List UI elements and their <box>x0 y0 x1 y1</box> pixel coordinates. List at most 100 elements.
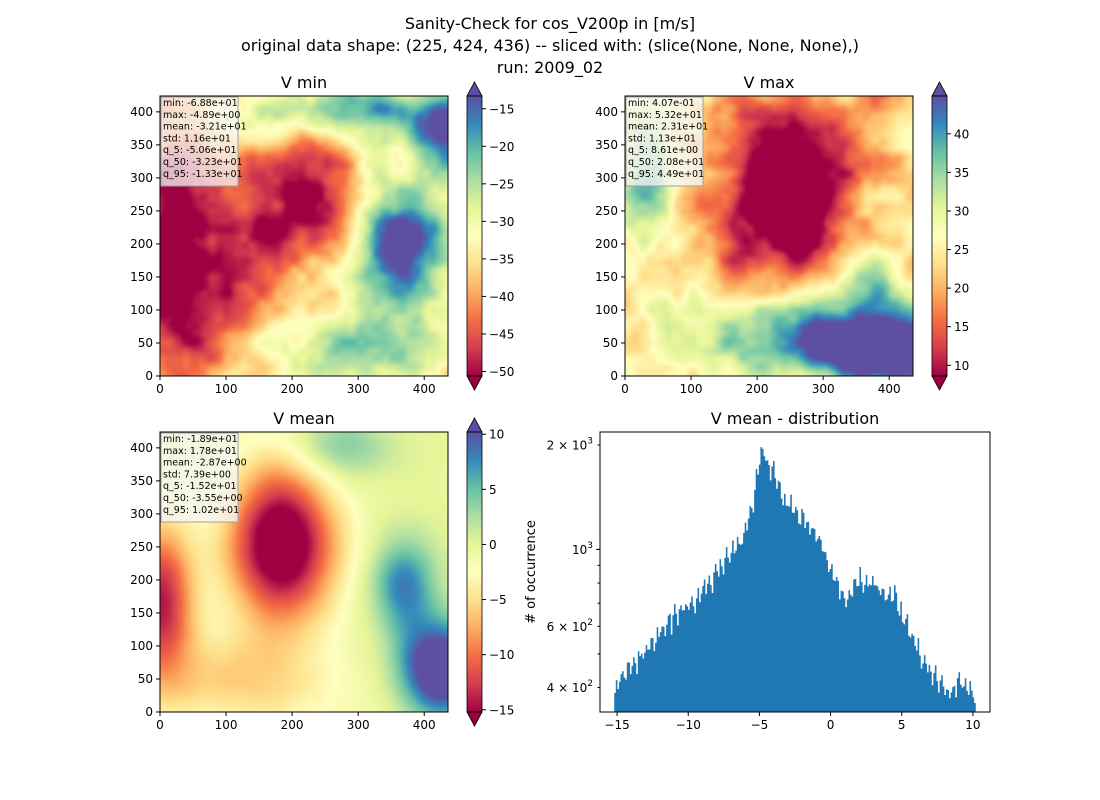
stats-line: q_50: 2.08e+01 <box>628 157 704 168</box>
hist-x-tick-label: −10 <box>676 718 701 732</box>
stats-box-frame <box>160 96 239 187</box>
colorbar-tick-label: 15 <box>954 320 969 334</box>
colorbar-body <box>932 96 947 376</box>
stats-line: mean: -2.87e+00 <box>163 458 247 469</box>
colorbar-tick-label: −15 <box>489 703 514 717</box>
panel-0: V min 0 100 200 300 400 0 50 100 150 200 250 300 350 4… <box>130 73 514 396</box>
y-tick-label: 50 <box>138 672 153 686</box>
y-tick-label: 400 <box>595 105 618 119</box>
y-tick-label: 0 <box>610 369 618 383</box>
colorbar: −15 −10 −5 0 5 10 <box>466 417 514 727</box>
x-tick-label: 0 <box>156 718 164 732</box>
hist-y-axis-label: # of occurrence <box>524 520 539 624</box>
histogram-bars <box>614 447 976 712</box>
stats-line: std: 1.13e+01 <box>628 133 696 144</box>
y-tick-label: 400 <box>130 441 153 455</box>
histogram-panel: V mean - distribution−15 −10 −5 0 5 104 × 102… <box>524 409 991 732</box>
x-tick-label: 200 <box>746 382 769 396</box>
hist-x-tick-label: −5 <box>751 718 769 732</box>
y-tick-label: 200 <box>130 237 153 251</box>
hist-y-tick-label: 103 <box>572 541 593 557</box>
stats-line: min: 4.07e-01 <box>628 98 695 109</box>
suptitle-line-3: run: 2009_02 <box>496 58 604 77</box>
hist-y-tick-label: 6 × 102 <box>547 618 593 634</box>
y-tick-label: 100 <box>130 303 153 317</box>
colorbar-body <box>467 432 482 712</box>
stats-line: min: -6.88e+01 <box>163 98 238 109</box>
colorbar-extend-top <box>466 417 483 433</box>
stats-box-frame <box>160 432 239 523</box>
colorbar-tick-label: 40 <box>954 127 969 141</box>
stats-line: q_5: 8.61e+00 <box>628 145 698 156</box>
hist-y-tick-base: 6 × 10 <box>547 620 588 634</box>
hist-y-tick-base: 2 × 10 <box>547 438 588 452</box>
colorbar-tick-label: 25 <box>954 243 969 257</box>
hist-y-tick-exponent: 2 <box>587 618 593 628</box>
histogram-title: V mean - distribution <box>711 409 880 428</box>
x-tick-label: 0 <box>156 382 164 396</box>
hist-y-tick-exponent: 3 <box>587 541 593 551</box>
axes-frame <box>624 95 914 377</box>
panel-title: V max <box>744 73 795 92</box>
colorbar-extend-top <box>931 81 948 97</box>
y-tick-label: 300 <box>595 171 618 185</box>
y-tick-label: 50 <box>138 336 153 350</box>
x-tick-label: 100 <box>680 382 703 396</box>
y-tick-label: 100 <box>130 639 153 653</box>
colorbar-frame <box>466 431 483 713</box>
y-tick-label: 150 <box>130 270 153 284</box>
colorbar-body <box>467 96 482 376</box>
y-tick-label: 200 <box>130 573 153 587</box>
y-tick-label: 350 <box>130 474 153 488</box>
colorbar-tick-label: −40 <box>489 290 514 304</box>
stats-line: q_95: -1.33e+01 <box>163 169 243 180</box>
colorbar-tick-label: −45 <box>489 327 514 341</box>
panel-1: V max 0 100 200 300 400 0 50 100 150 200 250 300 350 4… <box>595 73 969 396</box>
suptitle-line-1: Sanity-Check for cos_V200p in [m/s] <box>404 14 696 33</box>
hist-y-tick-exponent: 2 <box>587 679 593 689</box>
y-tick-label: 100 <box>595 303 618 317</box>
axes-frame <box>159 95 449 377</box>
stats-line: max: 1.78e+01 <box>163 446 237 457</box>
stats-line: q_95: 1.02e+01 <box>163 505 239 516</box>
y-tick-label: 350 <box>130 138 153 152</box>
colorbar-tick-label: −35 <box>489 252 514 266</box>
stats-line: std: 1.16e+01 <box>163 133 231 144</box>
colorbar-tick-label: 20 <box>954 282 969 296</box>
colorbar-frame <box>931 95 948 377</box>
colorbar-frame <box>466 95 483 377</box>
x-tick-label: 300 <box>812 382 835 396</box>
x-tick-label: 400 <box>878 382 901 396</box>
colorbar-tick-label: 30 <box>954 204 969 218</box>
hist-x-tick-label: 0 <box>827 718 835 732</box>
colorbar-tick-label: 10 <box>489 428 504 442</box>
stats-box-frame <box>625 96 704 187</box>
y-tick-label: 250 <box>595 204 618 218</box>
hist-y-tick-label: 2 × 103 <box>547 436 593 452</box>
stats-line: mean: 2.31e+01 <box>628 122 708 133</box>
stats-line: q_50: -3.55e+00 <box>163 493 243 504</box>
x-tick-label: 200 <box>281 382 304 396</box>
x-tick-label: 400 <box>413 718 436 732</box>
x-tick-label: 400 <box>413 382 436 396</box>
colorbar-tick-label: −25 <box>489 177 514 191</box>
colorbar-tick-label: −20 <box>489 140 514 154</box>
x-tick-label: 0 <box>621 382 629 396</box>
hist-x-tick-label: 10 <box>965 718 980 732</box>
y-tick-label: 250 <box>130 204 153 218</box>
colorbar-tick-label: 10 <box>954 359 969 373</box>
hist-y-tick-base: 4 × 10 <box>547 681 588 695</box>
stats-line: q_5: -5.06e+01 <box>163 145 237 156</box>
colorbar-extend-top <box>466 81 483 97</box>
hist-y-tick-label: 4 × 102 <box>547 679 593 695</box>
x-tick-label: 300 <box>347 718 370 732</box>
y-tick-label: 150 <box>130 606 153 620</box>
colorbar-tick-label: −5 <box>489 593 507 607</box>
axes-frame <box>159 431 449 713</box>
y-tick-label: 150 <box>595 270 618 284</box>
stats-line: std: 7.39e+00 <box>163 469 231 480</box>
y-tick-label: 350 <box>595 138 618 152</box>
